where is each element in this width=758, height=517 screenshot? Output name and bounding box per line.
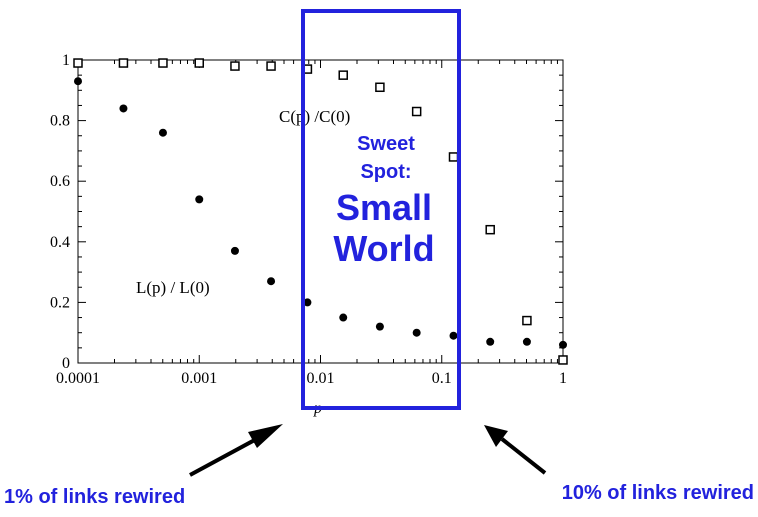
left-arrow-shaft — [189, 434, 263, 477]
path-length-point — [195, 195, 204, 204]
path-length-point — [522, 337, 531, 346]
x-tick-label: 0.001 — [181, 370, 217, 387]
clustering-point — [194, 58, 204, 68]
right-arrow-shaft — [500, 437, 547, 475]
y-tick-label: 0.6 — [50, 173, 70, 190]
small-world-line-1: Small — [336, 187, 432, 228]
y-tick-label: 0.4 — [50, 234, 70, 251]
clustering-point — [411, 106, 422, 117]
clustering-point — [266, 61, 276, 71]
sweet-spot-line-1: Sweet — [357, 133, 415, 155]
path-length-point — [449, 331, 458, 340]
path-length-point — [486, 337, 495, 346]
path-length-point — [158, 128, 167, 137]
path-length-point — [559, 340, 567, 349]
path-length-point — [74, 77, 82, 86]
x-tick-label: 0.1 — [432, 370, 452, 387]
path-length-point — [230, 246, 239, 255]
clustering-point — [448, 152, 459, 162]
x-tick-label: 0.0001 — [56, 370, 100, 387]
x-tick-label: 1 — [559, 370, 567, 387]
path-length-point — [119, 104, 128, 113]
series-label-clustering: C(p) /C(0) — [279, 107, 350, 126]
clustering-point — [338, 70, 348, 80]
sweet-spot-line-2: Spot: — [360, 161, 411, 183]
clustering-point — [158, 58, 168, 68]
clustering-point — [230, 61, 240, 71]
plot-frame — [77, 59, 564, 364]
path-length-point — [339, 313, 348, 322]
clustering-point — [118, 58, 129, 68]
tick-labels: 0.0001 0.001 0.01 0.1 1 0 0.2 0.4 0.6 0.8 1 — [50, 52, 567, 387]
series-label-path-length: L(p) / L(0) — [136, 278, 210, 297]
right-arrow-head — [484, 425, 508, 447]
path-length-point — [267, 277, 276, 286]
clustering-point — [375, 82, 385, 93]
left-arrow-head — [248, 424, 283, 448]
y-tick-label: 0 — [62, 355, 70, 372]
sweet-spot-highlight-box — [301, 9, 461, 410]
path-length-point — [303, 298, 312, 307]
axis-ticks — [77, 59, 564, 364]
small-world-line-2: World — [333, 228, 434, 269]
y-tick-label: 1 — [62, 52, 70, 69]
clustering-point — [485, 224, 495, 235]
y-tick-label: 0.8 — [50, 113, 70, 130]
clustering-point — [522, 315, 532, 326]
data-marks — [73, 58, 568, 365]
clustering-point — [558, 355, 568, 365]
y-tick-label: 0.2 — [50, 294, 70, 311]
clustering-point — [73, 58, 83, 68]
right-caption: 10% of links rewired — [562, 482, 754, 504]
x-tick-label: 0.01 — [307, 370, 335, 387]
path-length-point — [412, 328, 421, 337]
path-length-point — [375, 322, 384, 331]
left-caption: 1% of links rewired — [4, 486, 185, 508]
